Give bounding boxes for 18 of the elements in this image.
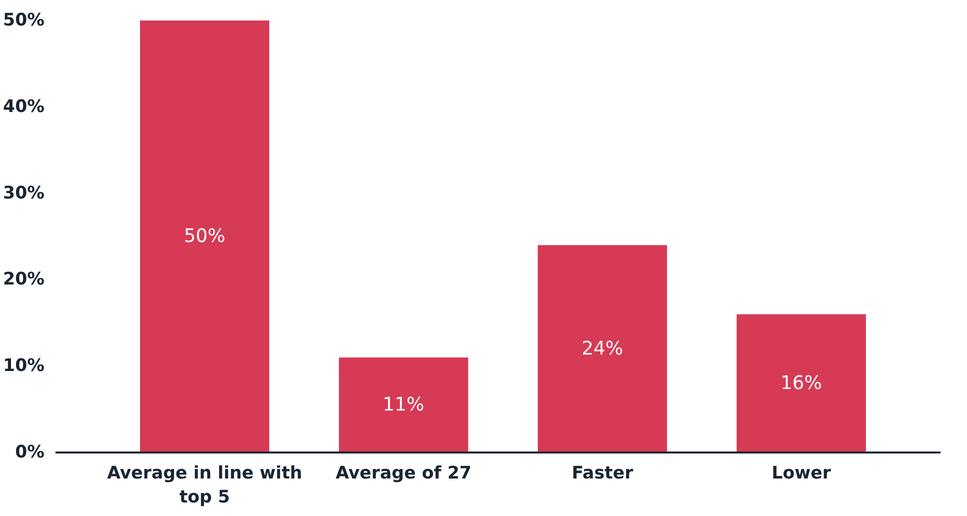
data-label: 16% <box>780 372 822 394</box>
data-label: 24% <box>582 338 624 360</box>
y-tick-label: 50% <box>3 10 45 30</box>
data-label: 50% <box>184 226 226 247</box>
data-label: 11% <box>382 394 424 416</box>
bar <box>338 357 468 452</box>
x-tick-label: Faster <box>572 464 634 484</box>
x-tick-label: Average of 27 <box>336 464 472 484</box>
y-tick-label: 30% <box>3 183 45 204</box>
bar <box>140 20 270 452</box>
bar <box>736 314 866 452</box>
y-tick-label: 0% <box>15 442 45 462</box>
y-tick-label: 10% <box>3 356 45 376</box>
y-tick-label: 40% <box>3 96 45 117</box>
y-tick-label: 20% <box>3 270 45 290</box>
x-tick-label: Lower <box>772 464 832 484</box>
bar <box>538 245 668 452</box>
x-tick-label: Average in line with top 5 <box>107 464 302 508</box>
